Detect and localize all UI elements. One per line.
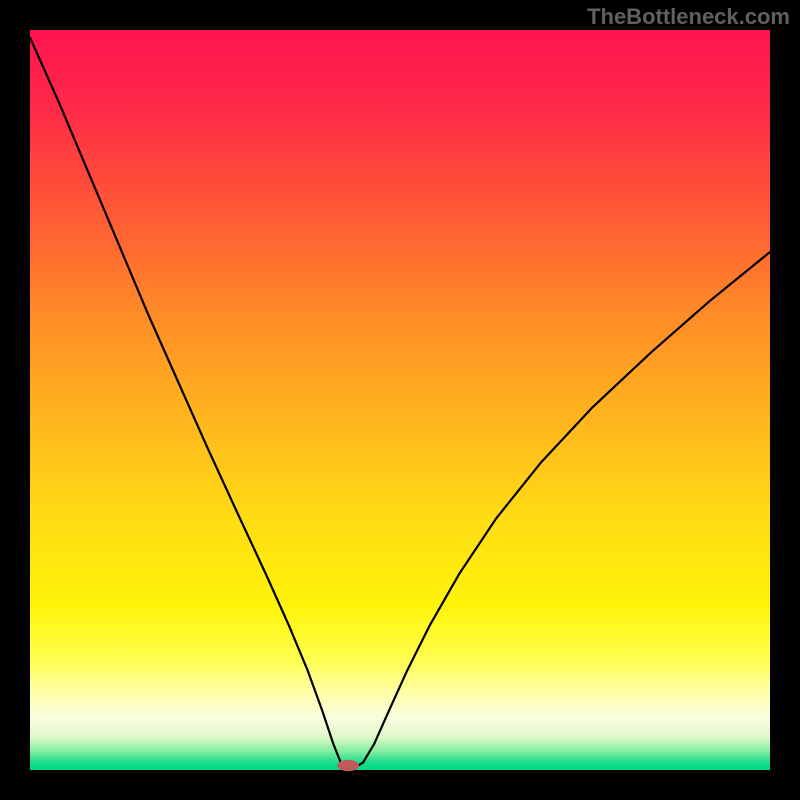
watermark-text: TheBottleneck.com bbox=[587, 4, 790, 30]
chart-container: TheBottleneck.com bbox=[0, 0, 800, 800]
bottleneck-chart bbox=[0, 0, 800, 800]
optimum-marker bbox=[338, 760, 359, 770]
